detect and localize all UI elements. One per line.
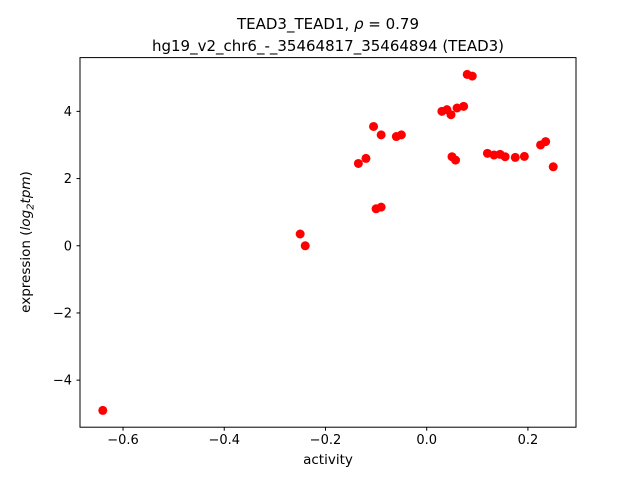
ylabel-log-base: 2 — [25, 203, 37, 210]
scatter-point — [500, 152, 510, 162]
scatter-point — [369, 121, 379, 131]
scatter-point — [300, 241, 310, 251]
chart-title: TEAD3_TEAD1, ρ = 0.79 hg19_v2_chr6_-_354… — [80, 13, 576, 57]
y-tick-label: 2 — [64, 172, 72, 187]
scatter-point — [353, 158, 363, 168]
x-tick-label: −0.2 — [310, 433, 342, 448]
ylabel-prefix: expression ( — [18, 230, 34, 313]
scatter-point — [376, 202, 386, 212]
scatter-point — [446, 110, 456, 120]
scatter-point — [451, 155, 461, 165]
title-rho-symbol: ρ — [353, 15, 364, 33]
scatter-point — [396, 130, 406, 140]
y-tick-label: 4 — [64, 105, 72, 120]
x-axis-label: activity — [303, 452, 353, 468]
x-tick-label: −0.4 — [208, 433, 240, 448]
title-rho-value: = 0.79 — [363, 15, 420, 33]
ylabel-tpm: tpm — [18, 176, 34, 204]
scatter-point — [467, 71, 477, 81]
y-tick-label: −4 — [53, 374, 72, 389]
ylabel-suffix: ) — [18, 171, 34, 177]
scatter-point — [510, 152, 520, 162]
scatter-point — [519, 151, 529, 161]
scatter-point — [376, 130, 386, 140]
scatter-point — [98, 405, 108, 415]
title-gene-pair: TEAD3_TEAD1, — [236, 15, 354, 33]
y-tick-label: −2 — [53, 306, 72, 321]
chart-title-line1: TEAD3_TEAD1, ρ = 0.79 — [80, 13, 576, 35]
scatter-point — [295, 229, 305, 239]
y-axis-label: expression (log2tpm) — [18, 122, 38, 362]
x-tick-label: −0.6 — [107, 433, 139, 448]
x-tick-label: 0.0 — [416, 433, 437, 448]
scatter-point — [361, 153, 371, 163]
scatter-point — [459, 101, 469, 111]
scatter-point — [548, 162, 558, 172]
ylabel-log: log — [18, 209, 34, 231]
y-tick-label: 0 — [64, 239, 72, 254]
scatter-point — [541, 137, 551, 147]
chart-title-line2: hg19_v2_chr6_-_35464817_35464894 (TEAD3) — [151, 37, 505, 55]
axes-frame — [79, 57, 577, 428]
x-tick-label: 0.2 — [518, 433, 539, 448]
